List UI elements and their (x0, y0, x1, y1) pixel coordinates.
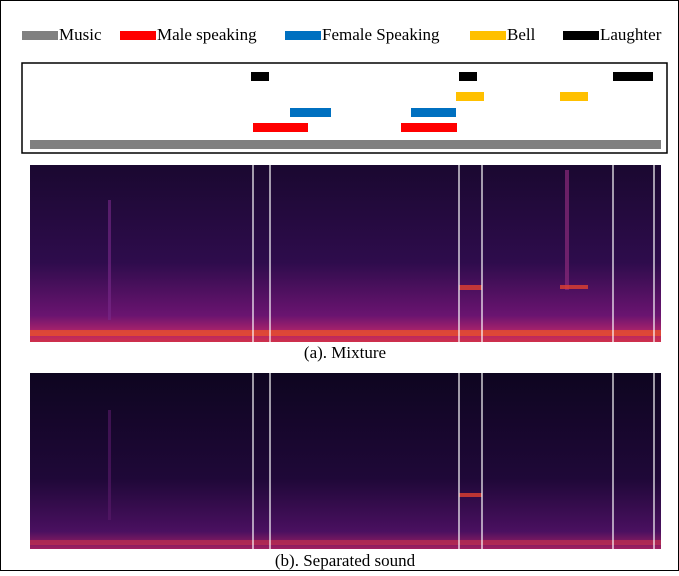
laughter-event (613, 72, 653, 81)
event-bars (30, 72, 661, 149)
spectrogram-band (30, 540, 661, 545)
spectrogram-mixture (30, 165, 661, 342)
streak (108, 200, 111, 320)
laughter-event (459, 72, 477, 81)
timeline-box (22, 63, 667, 153)
legend-swatch (285, 31, 321, 40)
caption: (a). Mixture (304, 343, 386, 362)
legend-label: Laughter (600, 25, 662, 44)
legend-label: Music (59, 25, 102, 44)
music-event (30, 140, 661, 149)
streak (459, 493, 482, 497)
bell-event (560, 92, 588, 101)
legend-swatch (470, 31, 506, 40)
streak (108, 410, 111, 520)
female-event (290, 108, 331, 117)
spectrogram (30, 373, 661, 549)
streak (565, 170, 569, 290)
legend-label: Female Speaking (322, 25, 440, 44)
streak (459, 285, 482, 290)
male-event (253, 123, 308, 132)
legend-label: Bell (507, 25, 536, 44)
male-event (401, 123, 457, 132)
figure: Music Male speaking Female Speaking Bell Lau… (0, 0, 679, 571)
legend-swatch (22, 31, 58, 40)
legend-swatch (120, 31, 156, 40)
legend-label: Male speaking (157, 25, 257, 44)
spectrogram-separated (30, 373, 661, 549)
laughter-event (251, 72, 269, 81)
spectrogram-band (30, 330, 661, 336)
caption: (b). Separated sound (275, 551, 416, 570)
bell-event (456, 92, 484, 101)
legend-swatch (563, 31, 599, 40)
streak (560, 285, 588, 289)
female-event (411, 108, 456, 117)
legend: Music Male speaking Female Speaking Bell Lau… (22, 25, 662, 44)
